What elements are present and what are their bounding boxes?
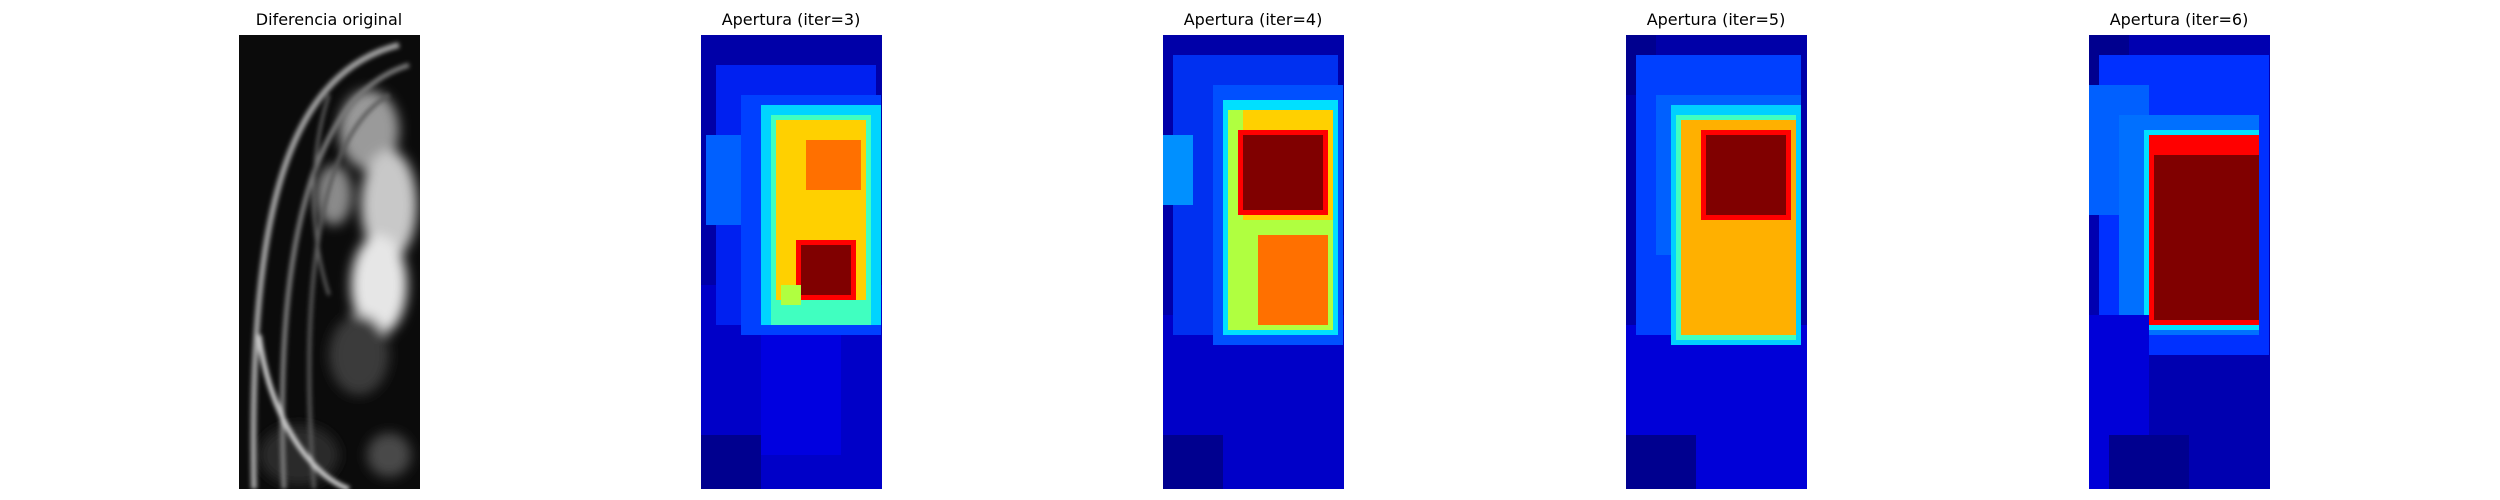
image-apertura-iter-5 — [1626, 35, 1807, 489]
image-apertura-iter-6 — [2089, 35, 2270, 489]
image-apertura-iter-3 — [701, 35, 882, 489]
image-apertura-iter-4 — [1163, 35, 1344, 489]
panel-title-apertura-iter-6: Apertura (iter=6) — [2109, 10, 2249, 29]
panel-title-apertura-iter-5: Apertura (iter=5) — [1646, 10, 1786, 29]
panel-title-apertura-iter-4: Apertura (iter=4) — [1183, 10, 1323, 29]
image-diferencia-original — [239, 35, 420, 489]
panel-title-apertura-iter-3: Apertura (iter=3) — [721, 10, 861, 29]
panel-title-diferencia-original: Diferencia original — [255, 10, 403, 29]
